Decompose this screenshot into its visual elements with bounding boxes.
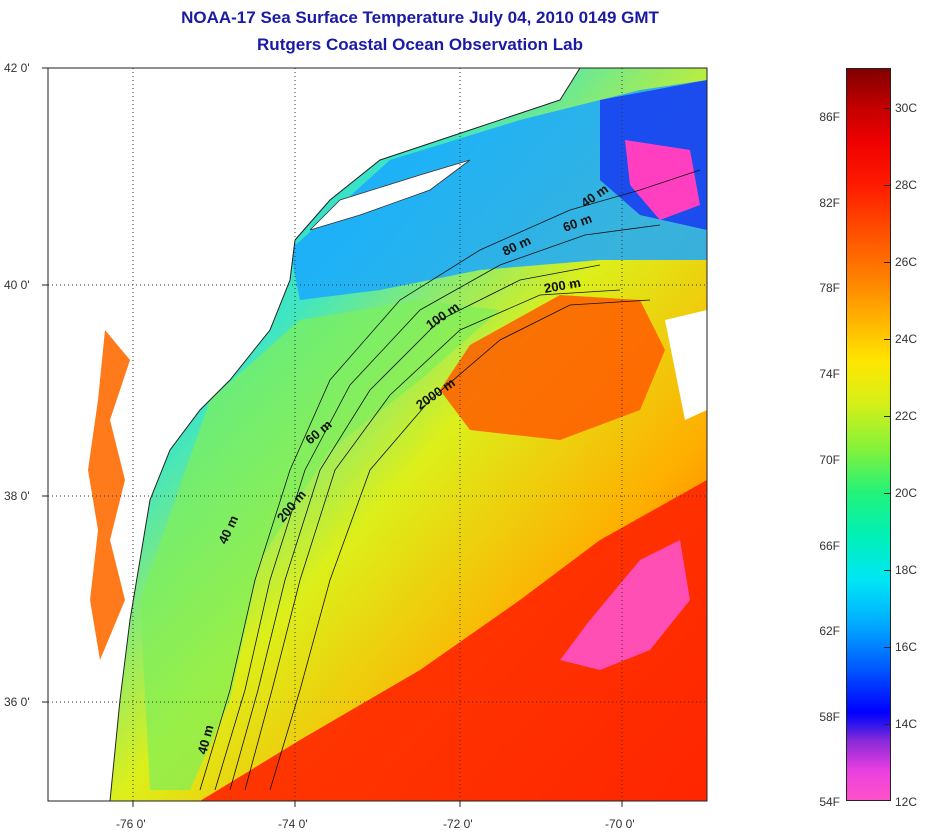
celsius-label: 16C	[895, 640, 918, 654]
lon-label: -72 0'	[443, 817, 473, 831]
celsius-tick	[884, 108, 891, 109]
celsius-tick	[884, 339, 891, 340]
mid-shelf-water	[140, 300, 500, 790]
land-mid-atlantic	[48, 410, 200, 801]
fahrenheit-label: 82F	[819, 196, 840, 210]
lon-label: -76 0'	[116, 817, 146, 831]
lat-label: 40 0'	[4, 278, 30, 292]
lat-label: 42 0'	[4, 61, 30, 75]
celsius-label: 26C	[895, 255, 918, 269]
lat-label: 38 0'	[4, 489, 30, 503]
map-frame	[47, 67, 708, 802]
coastline	[109, 68, 581, 801]
celsius-tick	[884, 647, 891, 648]
lon-label: -70 0'	[605, 817, 635, 831]
axis-ticks	[42, 67, 623, 807]
celsius-tick	[884, 416, 891, 417]
fahrenheit-label: 66F	[819, 539, 840, 553]
lon-label: -74 0'	[278, 817, 308, 831]
warm-eddy	[440, 295, 665, 440]
celsius-tick	[884, 493, 891, 494]
gulf-stream	[200, 480, 707, 801]
celsius-label: 24C	[895, 332, 918, 346]
celsius-label: 20C	[895, 486, 918, 500]
fahrenheit-label: 86F	[819, 110, 840, 124]
celsius-label: 14C	[895, 717, 918, 731]
celsius-tick	[884, 185, 891, 186]
fahrenheit-label: 78F	[819, 281, 840, 295]
coldest-patch	[625, 140, 700, 220]
fahrenheit-label: 62F	[819, 624, 840, 638]
isobath-label: 40 m	[194, 723, 216, 756]
isobaths	[199, 169, 701, 791]
celsius-tick	[884, 724, 891, 725]
fahrenheit-label: 70F	[819, 453, 840, 467]
celsius-tick	[884, 262, 891, 263]
long-island	[309, 159, 471, 231]
fahrenheit-label: 54F	[819, 795, 840, 809]
isobath-label: 200 m	[543, 275, 582, 296]
celsius-tick	[884, 570, 891, 571]
lat-label: 36 0'	[4, 695, 30, 709]
celsius-label: 28C	[895, 178, 918, 192]
land-new-england	[48, 68, 580, 410]
fahrenheit-label: 74F	[819, 367, 840, 381]
cloud-mask	[560, 540, 690, 670]
celsius-label: 30C	[895, 101, 918, 115]
map-title: NOAA-17 Sea Surface Temperature July 04,…	[181, 8, 659, 27]
temperature-colorbar	[846, 68, 891, 801]
cloud-mask-north	[665, 310, 707, 420]
map-subtitle: Rutgers Coastal Ocean Observation Lab	[257, 35, 583, 54]
celsius-label: 12C	[895, 795, 918, 809]
chesapeake-bay	[88, 330, 130, 660]
fahrenheit-label: 58F	[819, 710, 840, 724]
celsius-label: 18C	[895, 563, 918, 577]
celsius-label: 22C	[895, 409, 918, 423]
